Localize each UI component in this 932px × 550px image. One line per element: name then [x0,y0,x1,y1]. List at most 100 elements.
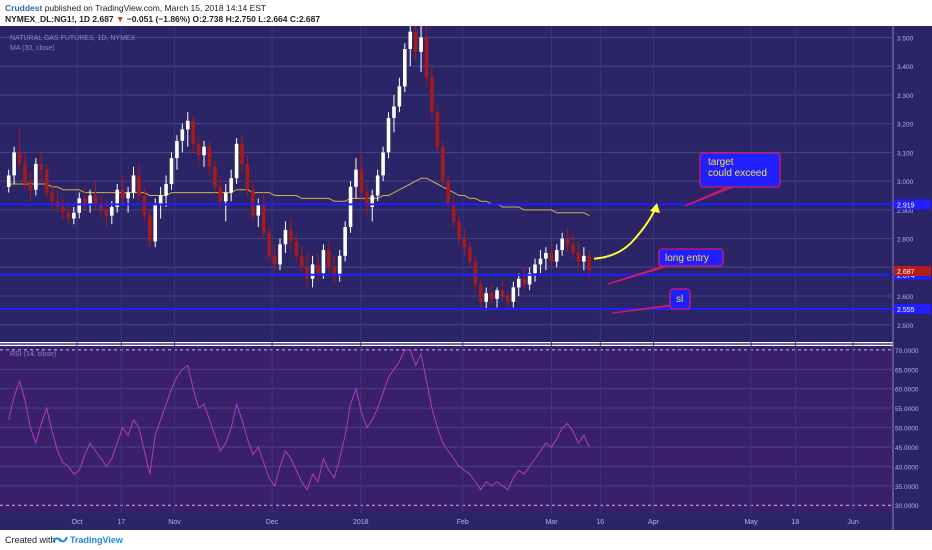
time-tick-label: Feb [457,519,469,526]
candle-body [571,244,575,253]
candle-body [50,192,54,202]
annotation-box [669,288,691,310]
time-tick-label: May [744,519,758,526]
candle-body [430,77,434,113]
candle-body [375,175,380,196]
time-tick-label: 18 [792,519,800,526]
candle-body [299,255,304,268]
footer: Created with TradingView [0,530,932,550]
candle-body [305,267,309,279]
symbol-info: NYMEX_DL:NG1!, 1D 2.687 ▼ −0.051 (−1.86%… [5,14,320,24]
time-tick-label: Nov [168,519,181,526]
candle-body [39,163,44,170]
time-tick-label: Jun [847,519,858,526]
candle-body [435,112,440,147]
candle-body [283,229,288,245]
candle-body [34,163,38,190]
price-chart[interactable]: 2.5002.6002.7002.8002.9003.0003.1003.200… [0,26,932,530]
candle-body [175,140,179,159]
time-tick-label: 17 [117,519,125,526]
candle-body [72,212,76,219]
candle-body [44,169,49,193]
candle-body [413,31,418,52]
candle-body [332,267,337,276]
price-tick-label: 3.000 [897,179,914,186]
candle-body [403,48,407,87]
rsi-tick-label: 70.0000 [895,348,919,355]
annotation-box [699,152,781,188]
time-tick-label: 2018 [353,519,369,526]
publish-text: published on TradingView.com, March 15, … [44,3,267,13]
candle-body [147,215,152,242]
candle-body [576,252,581,262]
rsi-tick-label: 35.0000 [895,484,919,491]
author-name[interactable]: Cruddest [5,3,43,13]
candle-body [484,293,488,302]
price-tick-label: 3.500 [897,35,914,42]
candle-body [23,163,27,184]
created-with-text: Created with [5,535,56,545]
candle-body [462,238,467,248]
annotation-text: long entry [665,253,709,264]
candle-body [82,198,87,205]
publication-header: Cruddest published on TradingView.com, M… [0,0,932,26]
rsi-tick-label: 30.0000 [895,503,919,510]
ma-label: MA (30, close) [10,45,55,52]
candle-body [527,273,532,285]
chart-area[interactable]: 2.5002.6002.7002.8002.9003.0003.1003.200… [0,26,932,530]
projection-arrow [593,206,657,260]
candle-body [66,212,71,219]
candle-body [440,146,445,182]
tradingview-logo-icon [52,534,68,548]
candle-body [234,143,239,179]
candle-body [240,143,244,164]
candle-body [554,250,559,262]
price-tick-label: 2.900 [897,208,914,215]
ohlc-text: O:2.738 H:2.750 L:2.664 C:2.687 [192,14,321,24]
candle-body [370,195,375,207]
rsi-tick-label: 60.0000 [895,387,919,394]
candle-body [17,152,22,164]
candle-body [511,287,516,302]
candle-body [153,204,158,242]
candle-body [533,264,537,274]
candle-body [104,209,109,216]
candle-body [126,192,130,199]
candle-body [120,189,125,199]
candle-body [560,238,564,251]
annotation-pointer [607,263,676,285]
level-axis-label: 2.555 [897,307,915,314]
candle-body [549,252,554,262]
candle-body [457,221,461,239]
candle-body [278,244,282,265]
annotation-pointer [611,304,678,314]
candle-body [99,204,103,210]
candle-body [213,166,217,187]
level-axis-label: 2.674 [897,273,915,280]
candle-body [386,117,391,153]
annotation-text: target [708,157,734,168]
tradingview-brand[interactable]: TradingView [70,535,123,545]
level-axis-label-bg [894,199,931,210]
candle-body [223,192,228,202]
candle-body [310,264,315,279]
candle-body [506,296,510,302]
candle-body [158,195,163,205]
rsi-tick-label: 40.0000 [895,464,919,471]
candle-body [202,146,206,156]
symbol-name: NYMEX_DL:NG1!, 1D [5,14,91,24]
candle-body [337,255,342,276]
rsi-tick-label: 55.0000 [895,406,919,413]
candle-body [6,175,11,187]
price-tick-label: 2.500 [897,323,914,330]
change-text: −0.051 (−1.86%) [126,14,191,24]
candle-body [343,227,347,256]
time-tick-label: Dec [266,519,279,526]
candle-body [392,106,396,118]
level-axis-label: 2.919 [897,202,915,209]
candle-body [321,250,326,274]
down-arrow-icon: ▼ [116,14,125,24]
rsi-tick-label: 65.0000 [895,367,919,374]
candle-body [180,129,185,141]
candle-body [191,120,195,144]
